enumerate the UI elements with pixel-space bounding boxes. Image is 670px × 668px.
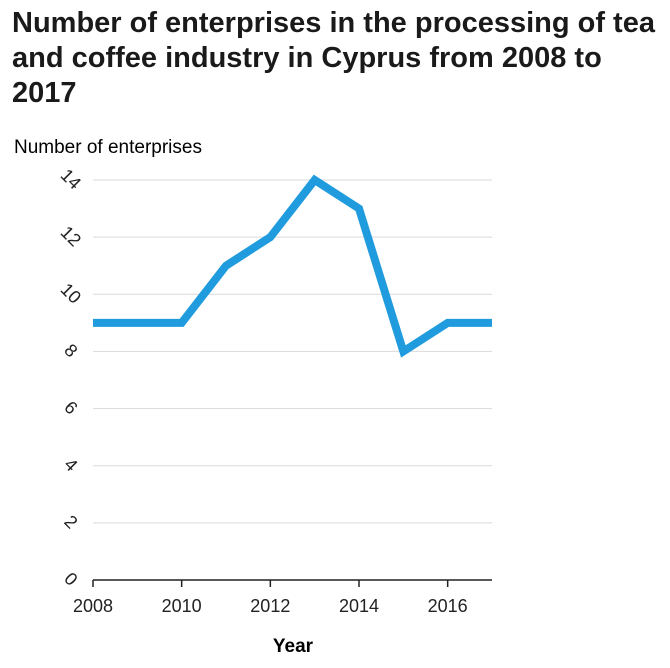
series-group	[93, 174, 492, 358]
y-axis-ticks: 0 2 4 6 8 10 12 14	[57, 165, 85, 590]
x-axis-label: Year	[273, 636, 314, 657]
y-tick-label: 2	[60, 511, 81, 532]
y-axis-label: Number of enterprises	[14, 137, 202, 158]
series-line-0	[93, 174, 492, 358]
x-tick-label: 2016	[428, 596, 468, 616]
y-tick-label: 14	[57, 165, 85, 193]
y-tick-label: 12	[57, 222, 85, 250]
y-tick-label: 10	[57, 279, 85, 307]
y-tick-label: 8	[60, 340, 81, 361]
x-tick-label: 2008	[73, 596, 113, 616]
x-tick-label: 2014	[339, 596, 379, 616]
y-tick-label: 0	[60, 569, 81, 590]
grid-lines	[93, 179, 492, 524]
x-tick-label: 2012	[250, 596, 290, 616]
x-tick-label: 2010	[162, 596, 202, 616]
y-tick-label: 6	[60, 397, 81, 418]
x-axis-ticks: 2008 2010 2012 2014 2016	[73, 580, 468, 616]
y-tick-label: 4	[60, 454, 81, 475]
chart-title: Number of enterprises in the processing …	[12, 7, 655, 109]
